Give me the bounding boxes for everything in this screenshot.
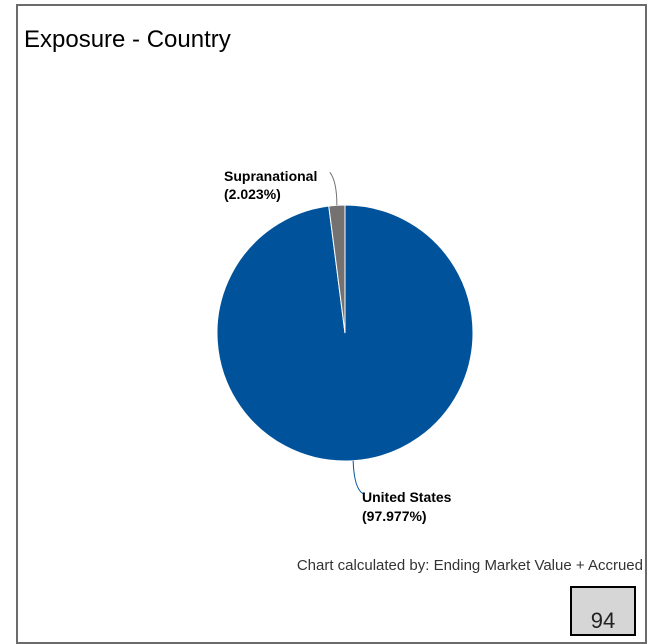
pie-chart: United States (97.977%) Supranational (2.02… [216, 168, 474, 524]
leader-lines [329, 171, 364, 495]
pie-slice-supranational [328, 204, 346, 334]
slice-pct-united-states: (97.977%) [362, 508, 427, 524]
chart-title: Exposure - Country [24, 26, 231, 53]
leader-line-supranational [329, 171, 338, 206]
page-number: 94 [570, 586, 636, 636]
slice-labels: United States (97.977%) Supranational (2.02… [224, 168, 452, 524]
slice-label-united-states: United States [362, 489, 452, 505]
chart-footnote: Chart calculated by: Ending Market Value… [296, 557, 643, 574]
slice-pct-supranational: (2.023%) [224, 186, 281, 202]
slice-label-supranational: Supranational [224, 168, 317, 184]
leader-line-united-states [352, 460, 364, 495]
pie-slices [216, 204, 474, 462]
